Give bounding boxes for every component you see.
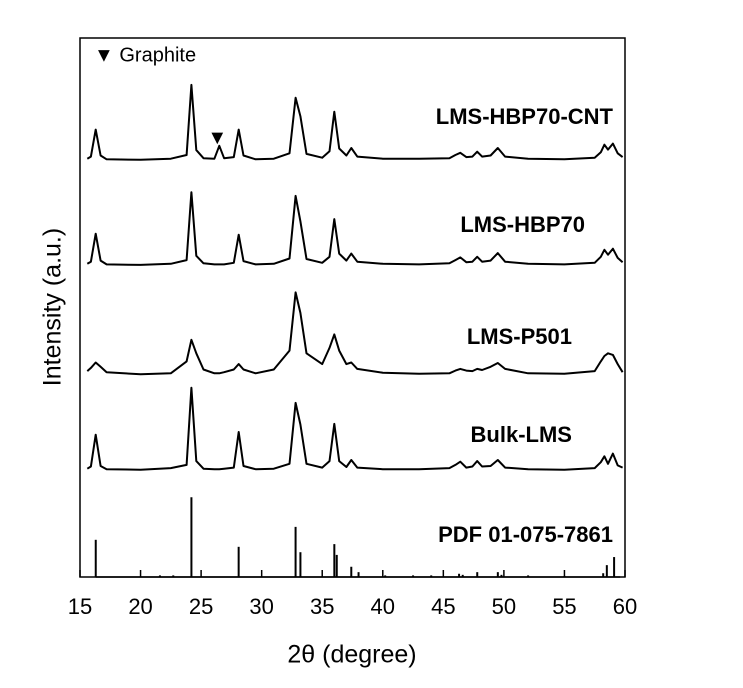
series-label: LMS-HBP70-CNT [436, 104, 614, 129]
x-tick-label: 15 [68, 594, 92, 619]
series-label: LMS-P501 [467, 324, 572, 349]
x-tick-label: 40 [371, 594, 395, 619]
series-label: LMS-HBP70 [460, 212, 585, 237]
xrd-curve [86, 386, 624, 471]
x-tick-label: 20 [128, 594, 152, 619]
xrd-curve [86, 191, 624, 266]
series-label: Bulk-LMS [471, 422, 572, 447]
series-label: PDF 01-075-7861 [438, 522, 613, 547]
x-tick-label: 45 [431, 594, 455, 619]
x-tick-label: 50 [492, 594, 516, 619]
x-tick-label: 25 [189, 594, 213, 619]
y-axis-label: Intensity (a.u.) [39, 228, 67, 386]
xrd-curve [86, 83, 624, 161]
x-tick-label: 35 [310, 594, 334, 619]
xrd-curve [86, 291, 624, 376]
x-axis-label: 2θ (degree) [287, 641, 416, 669]
legend-note: ▼ Graphite [94, 44, 196, 66]
x-tick-label: 30 [249, 594, 273, 619]
graphite-marker: ▼ [207, 127, 227, 149]
x-tick-label: 55 [552, 594, 576, 619]
x-tick-label: 60 [613, 594, 637, 619]
